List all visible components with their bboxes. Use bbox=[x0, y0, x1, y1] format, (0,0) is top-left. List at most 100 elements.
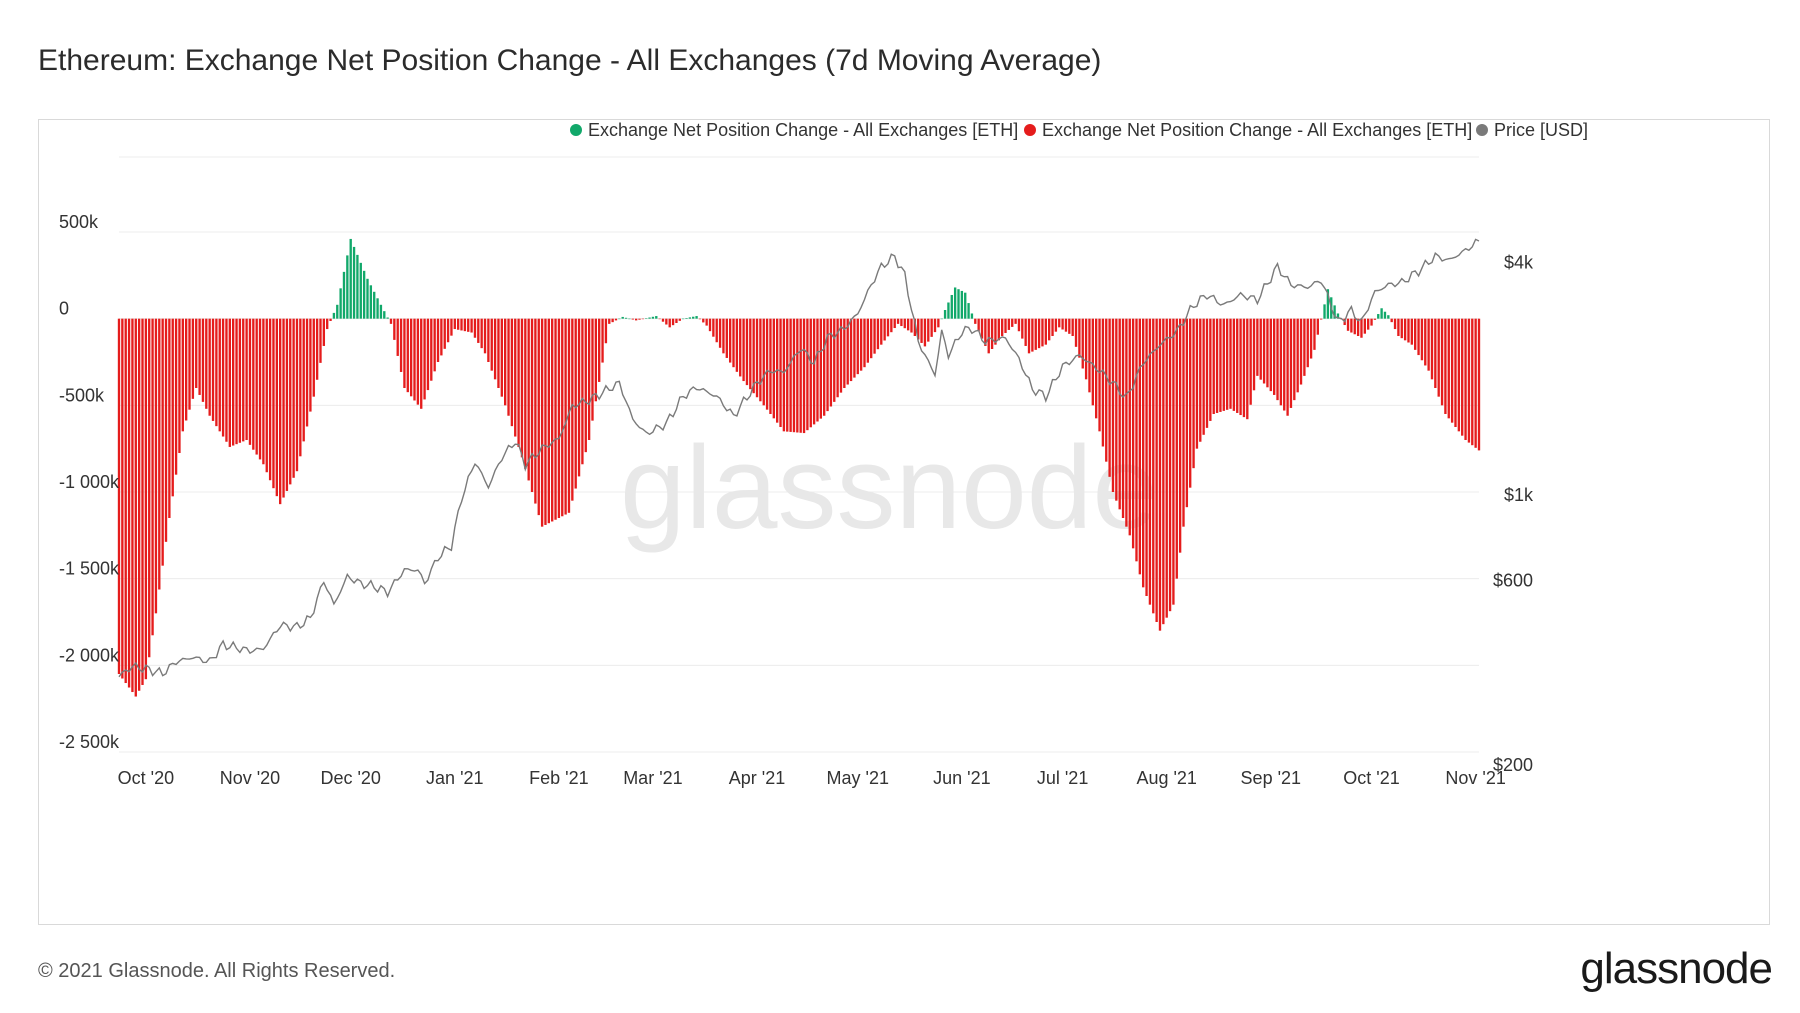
outflow-bar bbox=[557, 318, 561, 518]
outflow-bar bbox=[671, 318, 675, 326]
outflow-bar bbox=[1175, 318, 1178, 579]
outflow-bar bbox=[245, 318, 248, 440]
outflow-bar bbox=[880, 318, 883, 345]
outflow-bar bbox=[836, 318, 839, 398]
outflow-bar bbox=[1434, 318, 1437, 388]
outflow-bar bbox=[594, 318, 598, 402]
outflow-bar bbox=[1309, 318, 1313, 359]
x-tick-label: Oct '21 bbox=[1343, 768, 1399, 788]
outflow-bar bbox=[1044, 318, 1047, 345]
outflow-bar bbox=[933, 318, 937, 333]
outflow-bar bbox=[1427, 318, 1430, 371]
inflow-bar bbox=[685, 318, 688, 319]
outflow-bar bbox=[507, 318, 510, 416]
outflow-bar bbox=[856, 318, 859, 375]
outflow-bar bbox=[598, 318, 601, 382]
outflow-bar bbox=[460, 318, 463, 331]
outflow-bar bbox=[1272, 318, 1276, 395]
outflow-bar bbox=[658, 318, 661, 320]
price-tick-label: $600 bbox=[1493, 571, 1533, 591]
outflow-bar bbox=[302, 318, 305, 442]
outflow-bar bbox=[1444, 318, 1447, 414]
outflow-bar bbox=[1229, 318, 1232, 409]
outflow-bar bbox=[930, 318, 933, 337]
outflow-bar bbox=[221, 318, 225, 437]
chart-panel: glassnode 500k 0 -500k -1 000k -1 500k -2 000… bbox=[38, 119, 1770, 925]
outflow-bar bbox=[1477, 318, 1481, 451]
outflow-bar bbox=[413, 318, 416, 401]
outflow-bar bbox=[1360, 318, 1363, 338]
outflow-bar bbox=[534, 318, 537, 504]
y-tick-label: -1 000k bbox=[59, 472, 120, 492]
outflow-bar bbox=[1162, 318, 1165, 625]
outflow-bar bbox=[1125, 318, 1128, 527]
outflow-bar bbox=[1182, 318, 1185, 527]
outflow-bar bbox=[409, 318, 413, 397]
outflow-bar bbox=[1088, 318, 1091, 393]
y-tick-label: -500k bbox=[59, 385, 105, 405]
inflow-bar bbox=[366, 278, 369, 319]
outflow-bar bbox=[1269, 318, 1272, 392]
outflow-bar bbox=[1236, 318, 1239, 413]
outflow-bar bbox=[1078, 318, 1081, 358]
inflow-bar bbox=[383, 311, 386, 319]
inflow-bar bbox=[655, 316, 658, 319]
outflow-bar bbox=[604, 318, 608, 344]
outflow-bar bbox=[1299, 318, 1303, 385]
outflow-bar bbox=[789, 318, 792, 432]
outflow-bar bbox=[326, 318, 329, 330]
outflow-bar bbox=[816, 318, 819, 422]
outflow-bar bbox=[698, 318, 702, 320]
outflow-bar bbox=[265, 318, 268, 473]
outflow-bar bbox=[1128, 318, 1131, 536]
outflow-bar bbox=[1021, 318, 1024, 339]
x-tick-label: Sep '21 bbox=[1241, 768, 1302, 788]
outflow-bar bbox=[994, 318, 997, 345]
outflow-bar bbox=[282, 318, 285, 498]
inflow-bar bbox=[967, 303, 970, 319]
outflow-bar bbox=[782, 318, 786, 432]
outflow-bar bbox=[876, 318, 880, 350]
inflow-bar bbox=[1326, 289, 1330, 319]
inflow-bar bbox=[695, 316, 698, 319]
inflow-bar bbox=[386, 317, 389, 319]
outflow-bar bbox=[514, 318, 517, 437]
inflow-bar bbox=[342, 271, 346, 319]
outflow-bar bbox=[1024, 318, 1027, 346]
outflow-bar bbox=[896, 318, 900, 324]
outflow-bar bbox=[285, 318, 289, 491]
chart[interactable]: glassnode 500k 0 -500k -1 000k -1 500k -2 000… bbox=[39, 120, 1771, 926]
outflow-bar bbox=[1471, 318, 1474, 446]
outflow-bar bbox=[184, 318, 188, 421]
outflow-bar bbox=[829, 318, 833, 407]
outflow-bar bbox=[171, 318, 174, 497]
outflow-bar bbox=[1252, 318, 1256, 391]
outflow-bar bbox=[722, 318, 725, 354]
inflow-bar bbox=[688, 317, 692, 319]
inflow-bar bbox=[618, 318, 621, 320]
inflow-bar bbox=[621, 316, 624, 319]
outflow-bar bbox=[581, 318, 584, 465]
outflow-bar bbox=[1051, 318, 1054, 336]
outflow-bar bbox=[1414, 318, 1417, 350]
inflow-bar bbox=[628, 318, 631, 320]
outflow-bar bbox=[675, 318, 678, 323]
outflow-bar bbox=[1450, 318, 1454, 423]
outflow-bar bbox=[1048, 318, 1051, 341]
outflow-bar bbox=[718, 318, 722, 348]
outflow-bar bbox=[608, 318, 611, 324]
outflow-bar bbox=[154, 318, 158, 614]
inflow-bar bbox=[1333, 305, 1336, 319]
outflow-bar bbox=[1098, 318, 1101, 432]
outflow-bar bbox=[893, 318, 896, 329]
outflow-bar bbox=[997, 318, 1000, 341]
outflow-bar bbox=[1289, 318, 1293, 408]
legend: Exchange Net Position Change - All Excha… bbox=[570, 120, 1588, 140]
outflow-bar bbox=[1215, 318, 1219, 413]
outflow-bar bbox=[453, 318, 456, 330]
outflow-bar bbox=[886, 318, 890, 337]
inflow-bar bbox=[1377, 314, 1380, 319]
outflow-bar bbox=[1004, 318, 1007, 333]
outflow-bar bbox=[305, 318, 309, 427]
outflow-bar bbox=[1219, 318, 1222, 412]
